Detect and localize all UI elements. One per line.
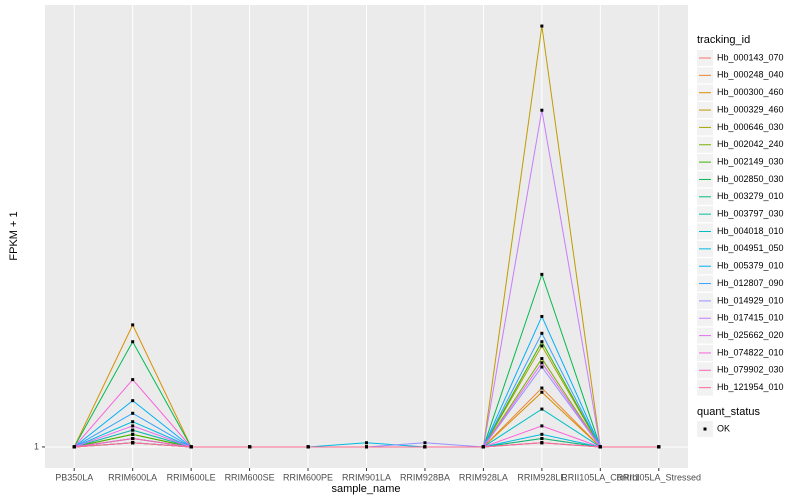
point — [131, 432, 135, 436]
x-tick-label: RRIM600SE — [225, 472, 275, 482]
legend-label: Hb_002042_240 — [717, 139, 784, 149]
legend-label: Hb_000248_040 — [717, 70, 784, 80]
legend-label: Hb_003279_010 — [717, 191, 784, 201]
legend-label: Hb_000329_460 — [717, 104, 784, 114]
point — [540, 331, 544, 335]
point — [540, 24, 544, 28]
legend-label: Hb_121954_010 — [717, 382, 784, 392]
point — [131, 428, 135, 432]
legend-title: tracking_id — [697, 34, 750, 46]
point — [540, 340, 544, 344]
point — [540, 432, 544, 436]
point — [131, 411, 135, 415]
point — [540, 344, 544, 348]
x-tick-label: PB350LA — [55, 472, 93, 482]
legend-label: Hb_074822_010 — [717, 347, 784, 357]
point — [131, 378, 135, 382]
legend-label: Hb_002850_030 — [717, 174, 784, 184]
x-tick-label: RRIM600PE — [283, 472, 333, 482]
y-axis-title: FPKM + 1 — [8, 211, 20, 260]
x-tick-label: RRIM901LA — [342, 472, 391, 482]
point — [540, 437, 544, 441]
legend-label: Hb_012807_090 — [717, 278, 784, 288]
legend-label: Hb_003797_030 — [717, 209, 784, 219]
point — [423, 445, 427, 449]
point — [540, 424, 544, 428]
point — [657, 445, 661, 449]
x-tick-label: RRIM928BA — [400, 472, 450, 482]
x-tick-label: RRIM928LE — [517, 472, 566, 482]
legend-label: Hb_025662_020 — [717, 330, 784, 340]
point — [131, 420, 135, 424]
point — [598, 445, 602, 449]
point — [540, 108, 544, 112]
point — [189, 445, 193, 449]
point — [306, 445, 310, 449]
point — [540, 390, 544, 394]
x-tick-label: RRIM928LA — [459, 472, 508, 482]
point — [365, 441, 368, 445]
point — [540, 357, 544, 361]
point — [423, 441, 427, 445]
legend-label: Hb_004018_010 — [717, 226, 784, 236]
legend-label: Hb_005379_010 — [717, 261, 784, 271]
point — [540, 365, 544, 369]
legend-label: Hb_079902_030 — [717, 365, 784, 375]
point — [540, 407, 544, 411]
point — [131, 323, 135, 327]
point — [540, 361, 544, 365]
legend-label: Hb_000143_070 — [717, 52, 784, 62]
x-tick-label: RRII105LA_Stressed — [616, 472, 701, 482]
legend-label: Hb_002149_030 — [717, 156, 784, 166]
legend-label: Hb_014929_010 — [717, 295, 784, 305]
point — [365, 445, 368, 449]
x-tick-label: RRIM600LA — [108, 472, 157, 482]
point — [540, 314, 544, 318]
point — [131, 441, 135, 445]
legend-swatch — [703, 427, 707, 431]
legend-title: quant_status — [697, 406, 760, 418]
legend-label: OK — [717, 423, 730, 433]
x-axis-title: sample_name — [331, 483, 400, 495]
legend-label: Hb_000646_030 — [717, 122, 784, 132]
point — [540, 386, 544, 390]
point — [131, 424, 135, 428]
y-tick-label: 1 — [34, 441, 39, 451]
point — [131, 399, 135, 403]
x-tick-label: RRIM600LE — [167, 472, 216, 482]
x-tick-label: RRII105LA_Control — [561, 472, 639, 482]
legend-label: Hb_017415_010 — [717, 313, 784, 323]
point — [72, 445, 76, 449]
point — [131, 340, 135, 344]
point — [248, 445, 252, 449]
point — [540, 441, 544, 445]
legend-label: Hb_000300_460 — [717, 87, 784, 97]
point — [481, 445, 485, 449]
legend-label: Hb_004951_050 — [717, 243, 784, 253]
point — [131, 437, 135, 441]
point — [540, 272, 544, 276]
